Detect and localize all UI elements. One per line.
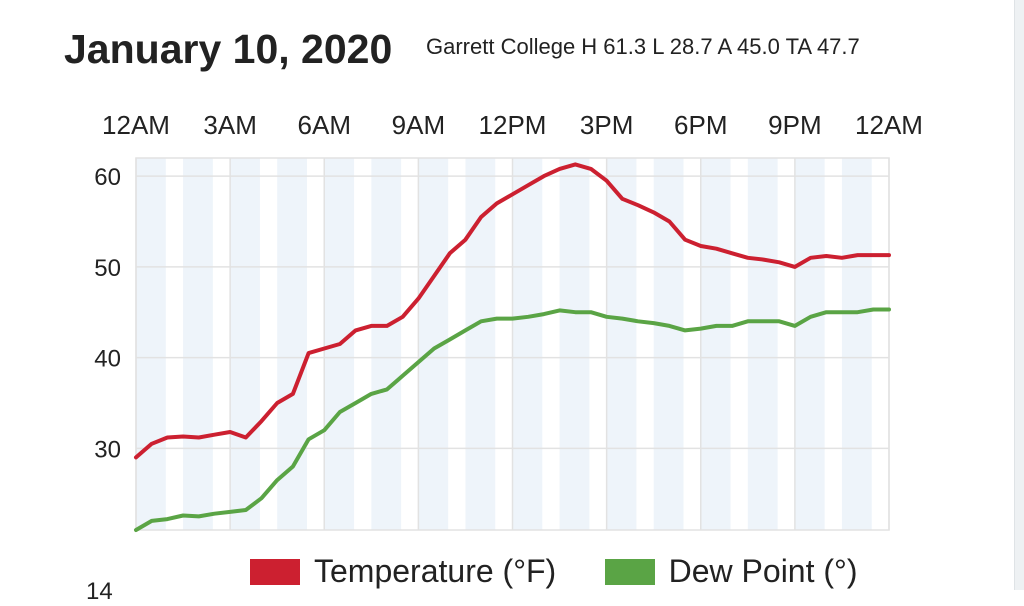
legend: Temperature (°F) Dew Point (°) [250,553,901,590]
x-tick-label: 6PM [674,110,727,140]
legend-swatch-dew-point [604,558,655,585]
time-band [841,158,872,530]
legend-label-dew-point: Dew Point (°) [668,553,858,589]
temperature-line [134,162,891,460]
time-band [700,158,731,530]
time-band [183,158,213,530]
x-tick-labels: 12AM 3AM 6AM 9AM 12PM 3PM 6PM 9PM 12AM [102,110,923,140]
page-title: January 10, 2020 [64,26,393,72]
y-tick-label: 40 [94,346,121,373]
x-tick-label: 6AM [298,110,351,140]
time-band [465,158,496,530]
time-band [606,158,637,530]
x-tick-label: 9PM [768,110,821,140]
time-band [512,158,543,530]
legend-swatch-temperature [250,558,300,585]
y-tick-label: 50 [94,255,121,282]
x-tick-label: 12PM [479,110,547,140]
y-tick-label: 60 [94,164,121,191]
x-tick-label: 12AM [102,110,170,140]
x-tick-label: 9AM [392,110,445,140]
dew-point-line [134,307,891,532]
chart-svg: 12AM 3AM 6AM 9AM 12PM 3PM 6PM 9PM 12AM 60 50 40 30 [94,110,923,532]
x-tick-label: 3AM [203,110,256,140]
time-band [136,158,166,530]
station-summary: Garrett College H 61.3 L 28.7 A 45.0 TA … [426,34,860,59]
x-tick-label: 12AM [855,110,923,140]
time-band [794,158,825,530]
window-edge [1014,0,1024,590]
legend-item-temperature[interactable]: Temperature (°F) [250,553,556,590]
legend-label-temperature: Temperature (°F) [314,553,557,589]
y-tick-label: 30 [94,436,121,463]
y-tick-labels: 60 50 40 30 [94,164,121,463]
night-day-bands [136,158,872,530]
time-band [559,158,590,530]
plot-frame [135,157,890,531]
title-row: January 10, 2020 [64,26,392,73]
next-chart-tick-label: 14 [86,578,113,605]
legend-item-dew-point[interactable]: Dew Point (°) [604,553,858,590]
x-tick-label: 3PM [580,110,633,140]
time-band [230,158,260,530]
time-band [747,158,778,530]
time-band [371,158,402,530]
series-layer [134,162,891,532]
